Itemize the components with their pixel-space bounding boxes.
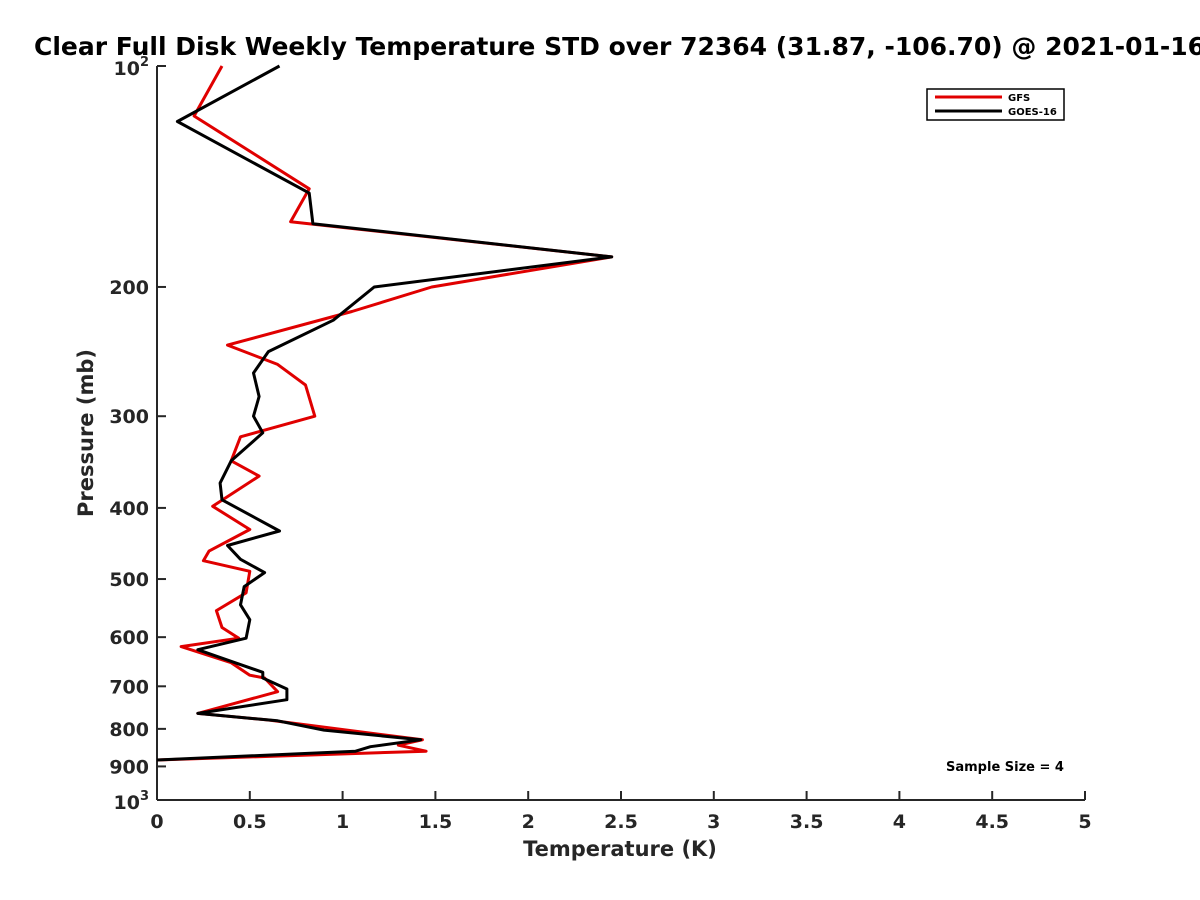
y-tick-label: 200 <box>109 277 149 299</box>
legend-box <box>926 88 1065 121</box>
x-tick-label: 0.5 <box>233 811 267 833</box>
x-tick-label: 0 <box>150 811 163 833</box>
y-tick-label: 103 <box>114 789 150 814</box>
x-axis-label: Temperature (K) <box>523 837 717 861</box>
series-lines <box>156 64 614 762</box>
x-tick-label: 3 <box>707 811 720 833</box>
y-tick-label: 102 <box>114 55 150 80</box>
x-tick-label: 3.5 <box>790 811 824 833</box>
y-axis-label: Pressure (mb) <box>74 349 98 517</box>
y-tick-label: 700 <box>109 676 149 698</box>
y-tick-label: 400 <box>109 498 149 520</box>
x-tick-label: 4.5 <box>975 811 1009 833</box>
x-tick-label: 4 <box>893 811 906 833</box>
x-tick-label: 2 <box>522 811 535 833</box>
series-line-goes16 <box>156 64 614 762</box>
legend-label-goes16: GOES-16 <box>1008 107 1057 118</box>
x-tick-label: 5 <box>1078 811 1091 833</box>
x-tick-label: 1.5 <box>419 811 453 833</box>
series-line-gfs <box>156 65 614 762</box>
y-ticks: 102 200 300 400 500 600 700 800 900 103 <box>109 55 166 814</box>
y-tick-label: 900 <box>109 756 149 778</box>
x-ticks: 0 0.5 1 1.5 2 2.5 3 3.5 4 4.5 5 <box>150 791 1092 833</box>
legend-label-gfs: GFS <box>1008 93 1030 104</box>
x-tick-label: 1 <box>336 811 349 833</box>
sample-size-annotation: Sample Size = 4 <box>946 760 1064 775</box>
legend: GFS GOES-16 <box>926 88 1065 121</box>
y-tick-label: 800 <box>109 719 149 741</box>
y-tick-label: 500 <box>109 569 149 591</box>
chart-title: Clear Full Disk Weekly Temperature STD o… <box>34 32 1200 61</box>
y-tick-label: 600 <box>109 627 149 649</box>
x-tick-label: 2.5 <box>604 811 638 833</box>
y-tick-label: 300 <box>109 406 149 428</box>
